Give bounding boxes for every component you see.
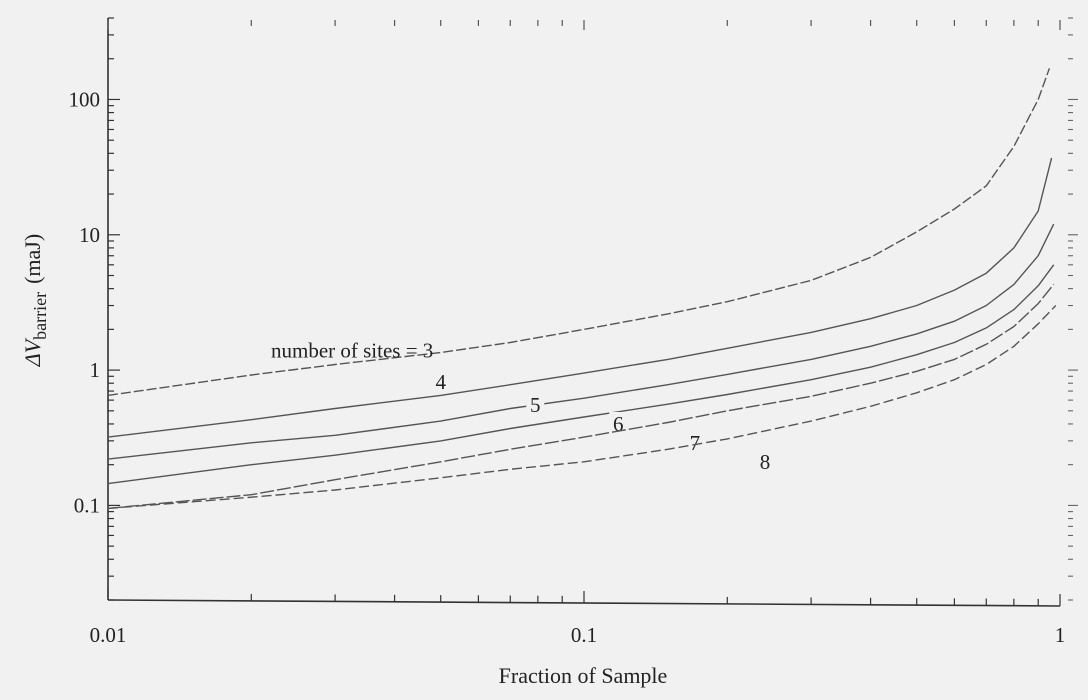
series-line [107, 305, 1057, 510]
y-tick-label: 1 [90, 358, 101, 382]
series-line [107, 68, 1051, 397]
series-label: number of sites = 3 [271, 338, 433, 362]
x-axis-title: Fraction of Sample [499, 663, 668, 688]
series-label-background [609, 411, 628, 434]
series-line [107, 283, 1055, 510]
svg-text:ΔVbarrier(maJ): ΔVbarrier (maJ) [20, 234, 50, 367]
series-label: 5 [530, 393, 541, 417]
series-label-background [755, 449, 774, 472]
x-tick-label: 0.1 [571, 623, 597, 647]
series-label: 7 [690, 431, 701, 455]
y-tick-label: 100 [69, 87, 101, 111]
series-line [107, 264, 1055, 485]
series-label-background [685, 430, 704, 453]
series-label: 4 [435, 370, 446, 394]
series-label-background [431, 369, 450, 392]
x-tick-label: 0.01 [90, 623, 127, 647]
series-line [107, 223, 1055, 460]
tick-labels: 0.01 0.1 1 0.1 1 10 100 [69, 87, 1066, 647]
y-axis-title-main: ΔV [20, 337, 45, 367]
y-axis-title-sub: barrier [30, 292, 50, 340]
data-series: number of sites = 34 5 6 7 8 [107, 68, 1057, 510]
axis-ticks [107, 17, 1078, 606]
series-label: 6 [613, 412, 624, 436]
series-label: 8 [760, 450, 771, 474]
y-axis-title-unit: (maJ) [20, 234, 45, 284]
x-tick-label: 1 [1055, 623, 1066, 647]
series-line [107, 157, 1053, 438]
series-label-background [526, 393, 545, 416]
y-tick-label: 10 [79, 223, 100, 247]
y-tick-label: 0.1 [74, 493, 100, 517]
y-axis-title: ΔVbarrier (maJ) [20, 234, 50, 367]
